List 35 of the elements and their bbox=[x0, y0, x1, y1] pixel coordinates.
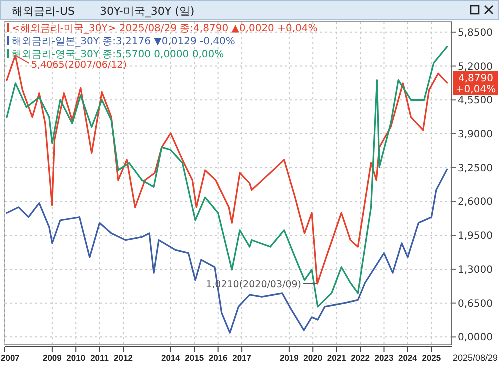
x-tick-label: 2025 bbox=[422, 353, 442, 363]
x-tick-label: 2016 bbox=[208, 353, 228, 363]
x-tick-label: 2009 bbox=[42, 353, 62, 363]
x-tick-label: 2023 bbox=[374, 353, 394, 363]
annotation: 4,8790 +0,04% bbox=[456, 74, 496, 96]
x-tick-label: 2017 bbox=[232, 353, 252, 363]
y-tick-label: 5,8500 bbox=[458, 28, 493, 39]
chart-title: 해외금리-US bbox=[12, 5, 76, 18]
x-tick-label: 2019 bbox=[280, 353, 300, 363]
x-tick-label: 2014 bbox=[161, 353, 181, 363]
x-tick-label: 2012 bbox=[114, 353, 134, 363]
legend-label: <해외금리-미국_30Y> 2025/08/29 종:4,8790 ▲0,0020 +0,04% bbox=[12, 24, 318, 34]
y-tick-label: 0,0000 bbox=[458, 332, 493, 344]
y-tick-label: 1,9500 bbox=[458, 231, 493, 242]
text: 2025/08/29 bbox=[452, 353, 498, 363]
line-series bbox=[6, 168, 448, 334]
x-tick-label: 2022 bbox=[351, 353, 370, 363]
y-tick-label: 2,6000 bbox=[458, 197, 493, 208]
x-tick-label: 2010 bbox=[66, 353, 86, 363]
x-tick-label: 2007 bbox=[1, 353, 20, 363]
y-tick-label: 5,2000 bbox=[458, 62, 493, 73]
y-tick-label: 1,3000 bbox=[458, 264, 493, 276]
x-tick-label: 2021 bbox=[327, 353, 347, 363]
legend-label: 해외금리-일본_30Y 종:3,2176 ▼0,0129 -0,40% bbox=[12, 36, 236, 48]
x-tick-label: 2015 bbox=[185, 353, 204, 363]
y-tick-label: 3,2500 bbox=[458, 163, 493, 174]
x-tick-label: 2011 bbox=[90, 353, 110, 363]
y-tick-label: 4,5500 bbox=[458, 96, 493, 107]
y-tick-label: 3,9000 bbox=[458, 130, 493, 141]
x-tick-label: 2024 bbox=[398, 353, 418, 363]
x-tick-label: 2020 bbox=[304, 353, 323, 363]
legend-label: 해외금리-영국_30Y 종:5,5700 0,0000 0,00% bbox=[12, 50, 224, 60]
annotation: 5,4065(2007/06/12) bbox=[32, 60, 127, 71]
chart-subtitle: 30Y-미국_30Y (일) bbox=[100, 5, 195, 18]
y-tick-label: 0,6500 bbox=[458, 298, 493, 310]
